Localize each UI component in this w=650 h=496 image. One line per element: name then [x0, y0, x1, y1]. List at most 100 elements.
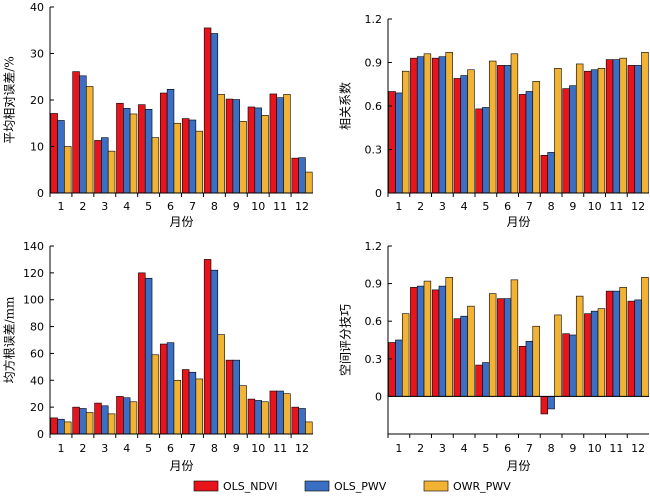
bar-ols-pwv-month-8	[547, 152, 555, 194]
x-tick-label: 12	[295, 442, 309, 455]
bar-ols-ndvi-month-1	[388, 91, 396, 194]
y-tick-label: 0.3	[365, 353, 383, 366]
bar-ols-ndvi-month-1	[50, 113, 58, 194]
bar-ols-ndvi-month-4	[453, 318, 462, 397]
bar-ols-ndvi-month-3	[431, 57, 440, 194]
y-tick-label: 0.9	[365, 57, 383, 70]
bar-ols-pwv-month-3	[438, 56, 447, 194]
x-tick-label: 7	[526, 442, 533, 455]
bar-owr-pwv-month-5	[488, 60, 497, 194]
bar-owr-pwv-month-11	[619, 287, 627, 397]
x-tick-label: 7	[189, 200, 196, 213]
bar-ols-pwv-month-7	[188, 371, 197, 435]
bar-owr-pwv-month-7	[532, 81, 540, 194]
x-tick-label: 3	[101, 200, 108, 213]
y-tick-label: 0	[375, 390, 382, 403]
bar-ols-pwv-month-6	[503, 65, 512, 194]
y-tick-label: 10	[30, 141, 44, 154]
bar-owr-pwv-month-5	[488, 293, 497, 397]
x-tick-label: 8	[548, 442, 555, 455]
x-tick-label: 5	[145, 442, 152, 455]
x-tick-label: 12	[631, 442, 645, 455]
bar-ols-pwv-month-9	[232, 359, 240, 435]
bar-owr-pwv-month-7	[195, 378, 203, 435]
bar-ols-pwv-month-10	[254, 400, 262, 435]
bar-owr-pwv-month-1	[64, 146, 72, 194]
y-axis-title: 平均相对误差/%	[3, 56, 17, 143]
y-tick-label: 20	[30, 401, 44, 414]
bar-owr-pwv-month-5	[151, 137, 160, 194]
y-tick-label: 40	[30, 374, 44, 387]
bar-ols-pwv-month-7	[188, 119, 197, 194]
bar-owr-pwv-month-1	[64, 421, 72, 435]
bar-owr-pwv-month-2	[85, 86, 94, 194]
bar-ols-ndvi-month-11	[269, 93, 278, 194]
bar-ols-ndvi-month-6	[497, 298, 505, 397]
bar-ols-pwv-month-6	[503, 298, 512, 397]
x-tick-label: 1	[395, 442, 402, 455]
bar-owr-pwv-month-10	[597, 308, 606, 397]
x-tick-label: 10	[251, 200, 265, 213]
bar-ols-pwv-month-12	[634, 65, 642, 194]
bar-ols-pwv-month-9	[569, 85, 577, 194]
legend-swatch-ols-pwv	[304, 480, 330, 492]
bar-ols-ndvi-month-8	[540, 396, 549, 415]
y-tick-label: 80	[30, 321, 44, 334]
bar-ols-ndvi-month-12	[291, 406, 299, 435]
bar-ols-pwv-month-9	[232, 99, 240, 194]
bar-ols-ndvi-month-5	[138, 272, 146, 435]
x-tick-label: 11	[609, 200, 623, 213]
y-tick-label: 0.9	[365, 278, 383, 291]
bar-owr-pwv-month-4	[467, 69, 475, 194]
x-axis-title: 月份	[506, 215, 530, 229]
bar-ols-pwv-month-4	[460, 75, 468, 194]
bar-ols-pwv-month-2	[79, 408, 87, 435]
bar-owr-pwv-month-6	[173, 122, 182, 194]
y-tick-label: 0	[375, 187, 382, 200]
x-tick-label: 6	[167, 442, 174, 455]
bar-ols-ndvi-month-1	[50, 417, 58, 435]
y-tick-label: 60	[30, 347, 44, 360]
bar-ols-pwv-month-5	[482, 362, 490, 397]
x-tick-label: 3	[101, 442, 108, 455]
bar-ols-ndvi-month-9	[562, 88, 570, 194]
bar-ols-ndvi-month-6	[497, 65, 505, 194]
bar-ols-pwv-month-3	[101, 405, 109, 435]
bar-ols-ndvi-month-2	[410, 57, 418, 194]
bar-ols-ndvi-month-9	[225, 98, 234, 194]
y-tick-label: 1.2	[365, 240, 383, 253]
x-tick-label: 1	[395, 200, 402, 213]
x-tick-label: 7	[526, 200, 533, 213]
y-tick-label: 0	[37, 187, 44, 200]
x-tick-label: 8	[548, 200, 555, 213]
bar-ols-pwv-month-1	[57, 418, 65, 435]
bar-ols-pwv-month-2	[416, 56, 425, 194]
y-tick-label: 20	[30, 94, 44, 107]
bar-ols-pwv-month-3	[438, 285, 447, 397]
bar-ols-ndvi-month-10	[247, 106, 256, 194]
y-axis-title: 均方根误差/mm	[2, 296, 17, 383]
bar-owr-pwv-month-1	[401, 70, 410, 194]
bar-owr-pwv-month-6	[510, 279, 519, 397]
bar-ols-pwv-month-2	[416, 285, 425, 397]
x-tick-label: 9	[233, 200, 240, 213]
bar-owr-pwv-month-8	[217, 334, 225, 435]
bar-ols-ndvi-month-3	[94, 140, 102, 194]
bar-ols-ndvi-month-7	[181, 369, 190, 435]
bar-owr-pwv-month-8	[554, 314, 562, 397]
legend-label-owr-pwv: OWR_PWV	[453, 480, 511, 493]
x-tick-label: 12	[295, 200, 309, 213]
x-tick-label: 11	[273, 442, 287, 455]
x-tick-label: 10	[588, 442, 602, 455]
bar-ols-ndvi-month-8	[203, 259, 212, 435]
x-tick-label: 4	[461, 200, 468, 213]
bar-ols-pwv-month-1	[395, 339, 403, 397]
y-tick-label: 120	[23, 267, 44, 280]
bar-ols-ndvi-month-9	[225, 359, 234, 435]
bar-owr-pwv-month-11	[619, 57, 627, 194]
x-tick-label: 12	[631, 200, 645, 213]
y-axis-title: 空间评分技巧	[339, 304, 353, 376]
bar-ols-ndvi-month-11	[605, 59, 614, 194]
